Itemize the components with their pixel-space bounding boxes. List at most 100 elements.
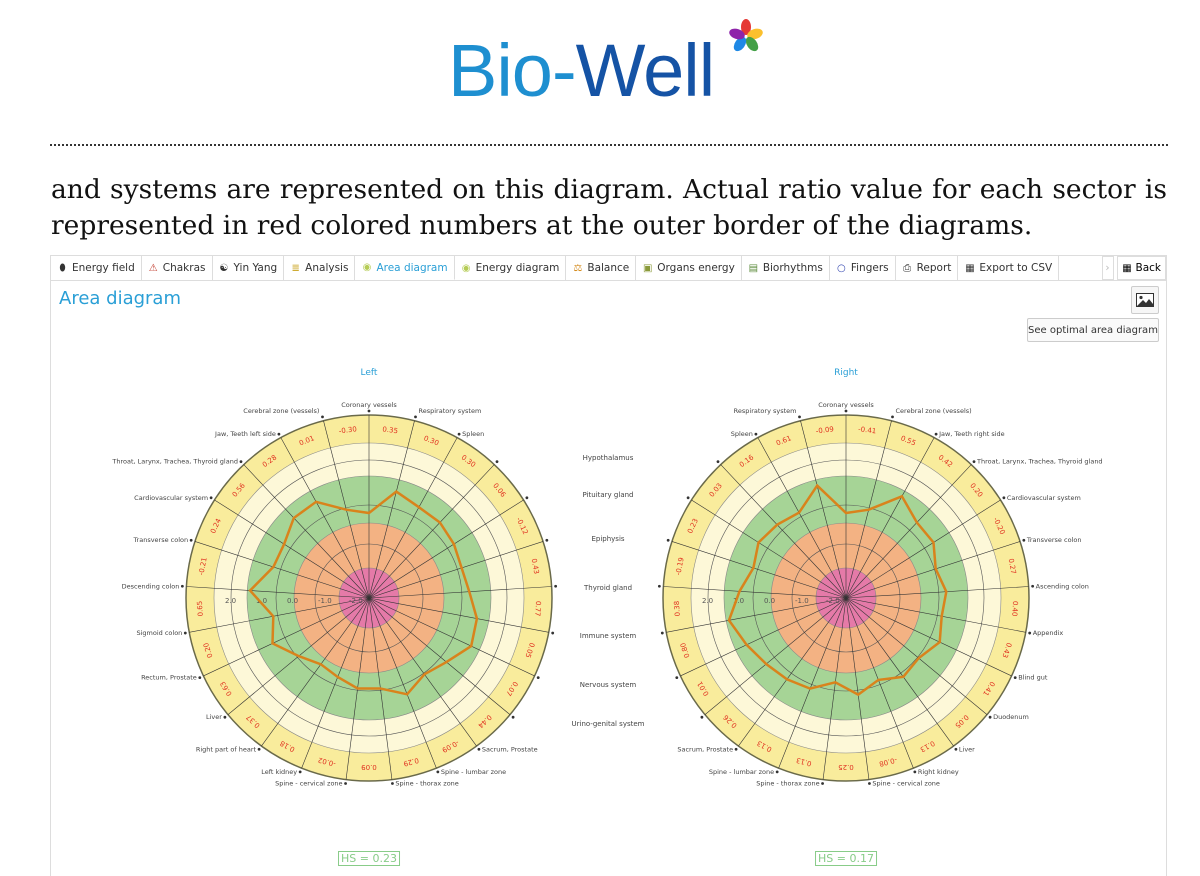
hs-right: HS = 0.17 bbox=[815, 851, 877, 866]
spoke-dot bbox=[551, 632, 554, 635]
hs-left: HS = 0.23 bbox=[338, 851, 400, 866]
spoke-dot bbox=[458, 433, 461, 436]
spoke-label: Descending colon bbox=[122, 582, 180, 590]
spoke-dot bbox=[278, 433, 281, 436]
spoke-dot bbox=[776, 770, 779, 773]
ratio-value: 0.65 bbox=[196, 601, 205, 617]
spoke-label: Spleen bbox=[462, 430, 484, 438]
spoke-dot bbox=[525, 496, 528, 499]
spoke-label: Jaw, Teeth left side bbox=[214, 430, 276, 438]
radar-right: Coronary vessels Cerebral zone (vessels) J… bbox=[658, 368, 1103, 788]
spoke-dot bbox=[735, 748, 738, 751]
spoke-dot bbox=[717, 460, 720, 463]
axis-tick: -2.0 bbox=[349, 597, 363, 605]
spoke-dot bbox=[891, 415, 894, 418]
spoke-dot bbox=[198, 676, 201, 679]
spoke-dot bbox=[190, 539, 193, 542]
spoke-label: Cerebral zone (vessels) bbox=[896, 407, 972, 415]
spoke-dot bbox=[1028, 632, 1031, 635]
spoke-dot bbox=[391, 782, 394, 785]
spoke-label: Left kidney bbox=[261, 768, 297, 776]
spoke-dot bbox=[537, 676, 540, 679]
spoke-label: Coronary vessels bbox=[818, 401, 874, 409]
spoke-label: Cerebral zone (vessels) bbox=[243, 407, 319, 415]
spoke-label: Cardiovascular system bbox=[1007, 494, 1081, 502]
spoke-dot bbox=[687, 496, 690, 499]
spoke-label: Coronary vessels bbox=[341, 401, 397, 409]
spoke-label: Spine - cervical zone bbox=[275, 780, 343, 788]
spoke-dot bbox=[701, 716, 704, 719]
spoke-dot bbox=[798, 415, 801, 418]
spoke-label: Sacrum, Prostate bbox=[482, 745, 538, 753]
chart-title: Left bbox=[361, 368, 378, 378]
spoke-label: Respiratory system bbox=[419, 407, 482, 415]
spoke-label: Liver bbox=[206, 713, 222, 721]
spoke-dot bbox=[973, 460, 976, 463]
spoke-label: Duodenum bbox=[993, 713, 1029, 721]
spoke-label: Ascending colon bbox=[1036, 582, 1089, 590]
spoke-dot bbox=[344, 782, 347, 785]
spoke-label: Spleen bbox=[731, 430, 753, 438]
axis-tick: -2.0 bbox=[826, 597, 840, 605]
spoke-label: Spine - lumbar zone bbox=[441, 768, 506, 776]
spoke-dot bbox=[868, 782, 871, 785]
spoke-dot bbox=[436, 770, 439, 773]
spoke-label: Spine - thorax zone bbox=[395, 780, 458, 788]
spoke-dot bbox=[989, 716, 992, 719]
spoke-label: Spine - thorax zone bbox=[756, 780, 819, 788]
spoke-dot bbox=[258, 748, 261, 751]
spoke-dot bbox=[1022, 539, 1025, 542]
ratio-value: 0.38 bbox=[673, 601, 682, 617]
spoke-dot bbox=[935, 433, 938, 436]
spoke-label: Cardiovascular system bbox=[134, 494, 208, 502]
spoke-dot bbox=[1002, 496, 1005, 499]
spoke-label: Transverse colon bbox=[1026, 536, 1082, 544]
radar-left: Coronary vessels Respiratory system Spleen… bbox=[111, 368, 557, 788]
spoke-label: Sacrum, Prostate bbox=[677, 745, 733, 753]
middle-organ-label: Immune system bbox=[580, 632, 636, 640]
spoke-label: Jaw, Teeth right side bbox=[938, 430, 1005, 438]
spoke-dot bbox=[184, 632, 187, 635]
spoke-label: Throat, Larynx, Trachea, Thyroid gland bbox=[111, 458, 238, 466]
spoke-dot bbox=[658, 585, 661, 588]
ratio-value: 0.09 bbox=[361, 763, 377, 771]
spoke-label: Appendix bbox=[1033, 629, 1064, 637]
spoke-label: Transverse colon bbox=[133, 536, 189, 544]
middle-organ-label: Urino-genital system bbox=[572, 720, 645, 728]
spoke-label: Liver bbox=[959, 745, 975, 753]
spoke-dot bbox=[554, 585, 557, 588]
spoke-dot bbox=[512, 716, 515, 719]
spoke-dot bbox=[661, 632, 664, 635]
middle-organ-label: Thyroid gland bbox=[584, 584, 632, 592]
spoke-dot bbox=[181, 585, 184, 588]
ratio-value: 0.77 bbox=[533, 601, 542, 617]
spoke-dot bbox=[955, 748, 958, 751]
spoke-dot bbox=[755, 433, 758, 436]
spoke-dot bbox=[821, 782, 824, 785]
spoke-dot bbox=[240, 460, 243, 463]
spoke-label: Right kidney bbox=[918, 768, 959, 776]
spoke-label: Blind gut bbox=[1018, 674, 1048, 682]
spoke-label: Spine - lumbar zone bbox=[709, 768, 774, 776]
ratio-value: 0.40 bbox=[1010, 601, 1019, 617]
spoke-dot bbox=[496, 460, 499, 463]
spoke-dot bbox=[1014, 676, 1017, 679]
spoke-dot bbox=[845, 410, 848, 413]
middle-organ-label: Nervous system bbox=[580, 681, 636, 689]
spoke-dot bbox=[368, 410, 371, 413]
spoke-label: Rectum, Prostate bbox=[141, 674, 197, 682]
spoke-dot bbox=[224, 716, 227, 719]
axis-tick: 2.0 bbox=[225, 597, 236, 605]
spoke-dot bbox=[913, 770, 916, 773]
axis-tick: 0.0 bbox=[764, 597, 775, 605]
spoke-label: Spine - cervical zone bbox=[872, 780, 940, 788]
spoke-label: Right part of heart bbox=[196, 745, 257, 753]
spoke-dot bbox=[321, 415, 324, 418]
spoke-dot bbox=[545, 539, 548, 542]
spoke-dot bbox=[478, 748, 481, 751]
ratio-value: 0.25 bbox=[838, 763, 854, 771]
spoke-dot bbox=[414, 415, 417, 418]
spoke-label: Respiratory system bbox=[734, 407, 797, 415]
axis-tick: -1.0 bbox=[795, 597, 809, 605]
